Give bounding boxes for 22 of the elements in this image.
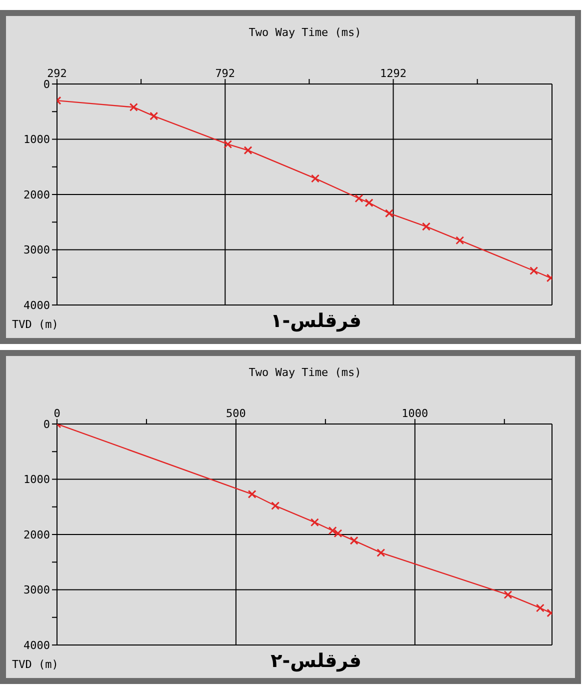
x-axis-title: Two Way Time (ms)	[248, 26, 362, 39]
x-tick-label: 500	[226, 407, 246, 420]
y-tick-label: 0	[43, 418, 50, 431]
y-tick-label: 1000	[24, 133, 50, 146]
y-axis-title: TVD (m)	[12, 658, 58, 671]
y-tick-label: 3000	[24, 584, 50, 597]
y-tick-label: 4000	[24, 298, 50, 312]
y-tick-label: 2000	[24, 528, 50, 542]
x-tick-label: 1292	[380, 67, 407, 80]
y-tick-label: 4000	[24, 638, 50, 652]
x-tick-label: 1000	[402, 407, 428, 420]
y-axis-title: TVD (m)	[12, 318, 58, 331]
y-tick-label: 0	[43, 78, 50, 91]
y-tick-label: 3000	[24, 244, 50, 257]
x-tick-label: 792	[215, 67, 236, 80]
x-axis-title: Two Way Time (ms)	[248, 366, 362, 379]
x-tick-label: 0	[54, 407, 60, 420]
text: فرقلس-۱	[270, 310, 362, 332]
y-tick-label: 1000	[24, 473, 50, 486]
x-tick-label: 292	[47, 67, 67, 80]
y-tick-label: 2000	[24, 188, 50, 202]
text: فرقلس-۲	[270, 650, 362, 672]
